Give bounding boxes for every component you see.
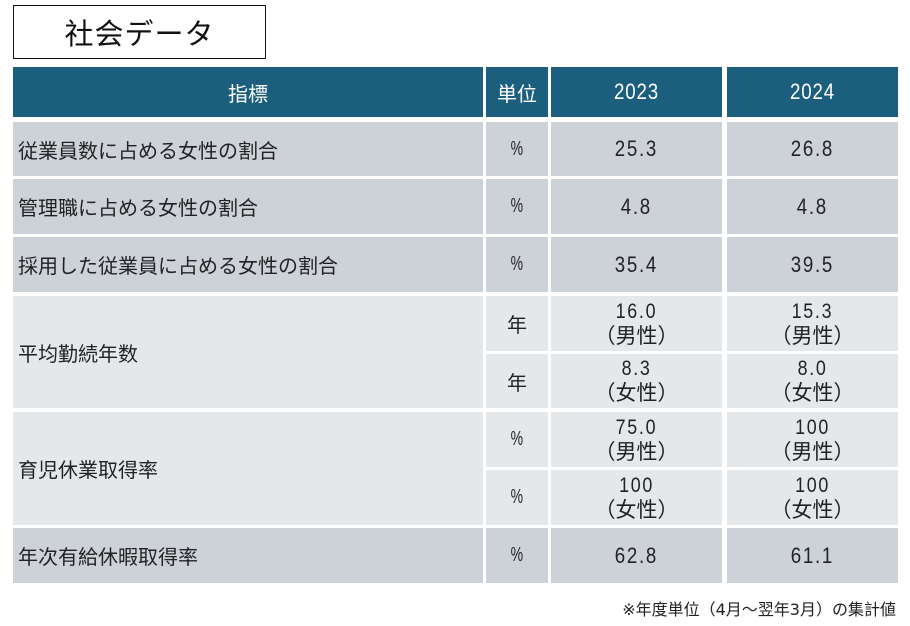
row-female-employee-ratio-label: 従業員数に占める女性の割合 (13, 122, 483, 176)
page-title: 社会データ (13, 5, 266, 59)
row-paid-leave-2023: 62.8 (551, 528, 722, 583)
row-female-employee-ratio-2023: 25.3 (551, 122, 722, 176)
row-female-hire-ratio-2023: 35.4 (551, 237, 722, 292)
row-childcare-leave-male-unit: % (486, 412, 548, 467)
row-childcare-leave-female-2024: 100 （女性） (727, 470, 898, 525)
row-average-tenure-label: 平均勤続年数 (13, 296, 483, 408)
header-2023: 2023 (551, 67, 722, 117)
row-childcare-leave-female-unit: % (486, 470, 548, 525)
row-childcare-leave-male-2023: 75.0 （男性） (551, 412, 722, 467)
row-average-tenure-male-2023: 16.0 （男性） (551, 296, 722, 351)
row-average-tenure-female-2024: 8.0 （女性） (727, 354, 898, 408)
row-female-hire-ratio-unit: % (486, 237, 548, 292)
footnote: ※年度単位（4月～翌年3月）の集計値 (622, 600, 896, 619)
row-paid-leave-2024: 61.1 (727, 528, 898, 583)
header-indicator: 指標 (13, 67, 483, 117)
row-female-employee-ratio-2024: 26.8 (727, 122, 898, 176)
row-average-tenure-male-unit: 年 (486, 296, 548, 351)
row-female-hire-ratio-label: 採用した従業員に占める女性の割合 (13, 237, 483, 292)
row-female-hire-ratio-2024: 39.5 (727, 237, 898, 292)
header-unit: 単位 (486, 67, 548, 117)
row-female-manager-ratio-2024: 4.8 (727, 179, 898, 234)
row-childcare-leave-label: 育児休業取得率 (13, 412, 483, 525)
row-average-tenure-female-2023: 8.3 （女性） (551, 354, 722, 408)
row-female-manager-ratio-unit: % (486, 179, 548, 234)
row-paid-leave-unit: % (486, 528, 548, 583)
header-2024: 2024 (727, 67, 898, 117)
row-female-manager-ratio-label: 管理職に占める女性の割合 (13, 179, 483, 234)
row-paid-leave-label: 年次有給休暇取得率 (13, 528, 483, 583)
row-average-tenure-female-unit: 年 (486, 354, 548, 408)
row-childcare-leave-female-2023: 100 （女性） (551, 470, 722, 525)
row-average-tenure-male-2024: 15.3 （男性） (727, 296, 898, 351)
row-childcare-leave-male-2024: 100 （男性） (727, 412, 898, 467)
row-female-employee-ratio-unit: % (486, 122, 548, 176)
row-female-manager-ratio-2023: 4.8 (551, 179, 722, 234)
